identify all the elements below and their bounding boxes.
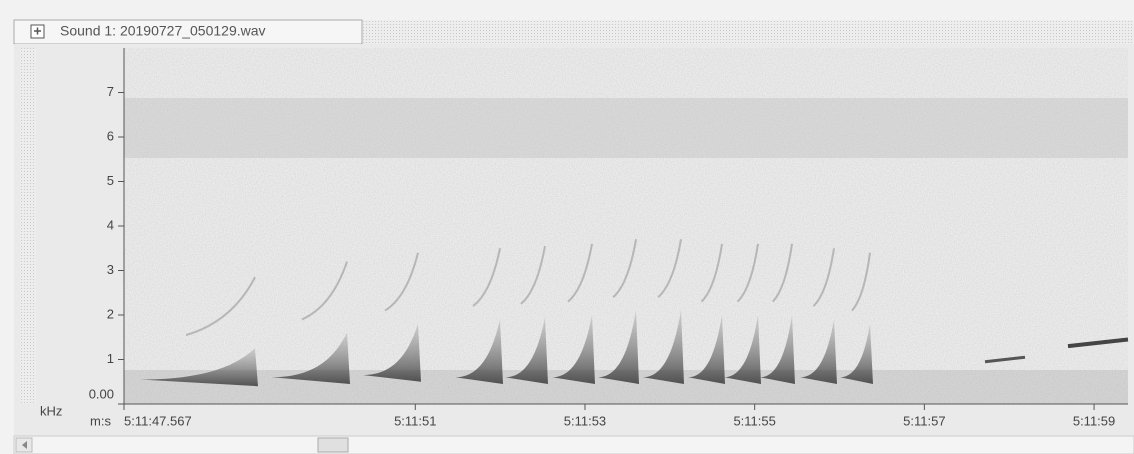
- call-harmonic: [301, 261, 348, 321]
- y-tick-label: 3: [107, 262, 114, 277]
- call-harmonic: [472, 248, 501, 307]
- bird-call: [800, 319, 837, 384]
- bird-call: [688, 315, 725, 384]
- y-tick-label: 2: [107, 306, 114, 321]
- call-harmonic: [812, 248, 835, 307]
- bird-call: [455, 319, 503, 384]
- x-tick-label: 5:11:59: [1073, 413, 1115, 428]
- bird-call: [1067, 337, 1129, 349]
- bird-call: [272, 332, 350, 384]
- y-tick-label: 4: [107, 217, 114, 232]
- bird-call: [724, 315, 761, 384]
- x-tick-label: 5:11:57: [903, 413, 945, 428]
- left-ruler: [20, 48, 36, 404]
- call-harmonic: [772, 243, 793, 303]
- y-tick-label: 0.00: [89, 386, 114, 401]
- scroll-arrow: [22, 441, 27, 449]
- call-harmonic: [657, 239, 682, 298]
- y-tick-label: 5: [107, 173, 114, 188]
- x-axis-unit: m:s: [90, 413, 111, 428]
- spectrogram: [124, 48, 1129, 404]
- call-harmonic: [567, 243, 593, 303]
- bird-call: [363, 323, 421, 382]
- call-harmonic: [520, 245, 546, 305]
- bird-call: [140, 348, 258, 387]
- bird-call: [760, 315, 795, 384]
- y-tick-label: 6: [107, 128, 114, 143]
- call-harmonic: [185, 276, 256, 336]
- x-tick-label: 5:11:55: [733, 413, 775, 428]
- scroll-thumb[interactable]: [317, 437, 349, 453]
- noise-band: [124, 98, 1128, 158]
- bird-call: [984, 355, 1026, 364]
- scrollbar[interactable]: [13, 435, 1134, 454]
- y-axis-unit: kHz: [40, 403, 62, 418]
- x-tick-label: 5:11:53: [564, 413, 606, 428]
- call-harmonic: [384, 252, 419, 312]
- call-harmonic: [612, 239, 637, 298]
- y-tick-label: 7: [107, 84, 114, 99]
- y-tick-label: 1: [107, 351, 114, 366]
- bird-call: [840, 323, 873, 384]
- bird-call: [598, 310, 639, 384]
- bird-call: [552, 315, 595, 384]
- bird-call: [505, 317, 548, 384]
- call-harmonic: [700, 243, 723, 303]
- call-harmonic: [851, 252, 871, 312]
- icon-glyph: [34, 27, 41, 35]
- x-tick-label: 5:11:47.567: [124, 413, 192, 428]
- window-title: Sound 1: 20190727_050129.wav: [60, 23, 266, 39]
- call-harmonic: [736, 243, 759, 303]
- x-tick-label: 5:11:51: [394, 413, 436, 428]
- spectrogram-noise: [124, 48, 1128, 404]
- bird-call: [643, 310, 684, 384]
